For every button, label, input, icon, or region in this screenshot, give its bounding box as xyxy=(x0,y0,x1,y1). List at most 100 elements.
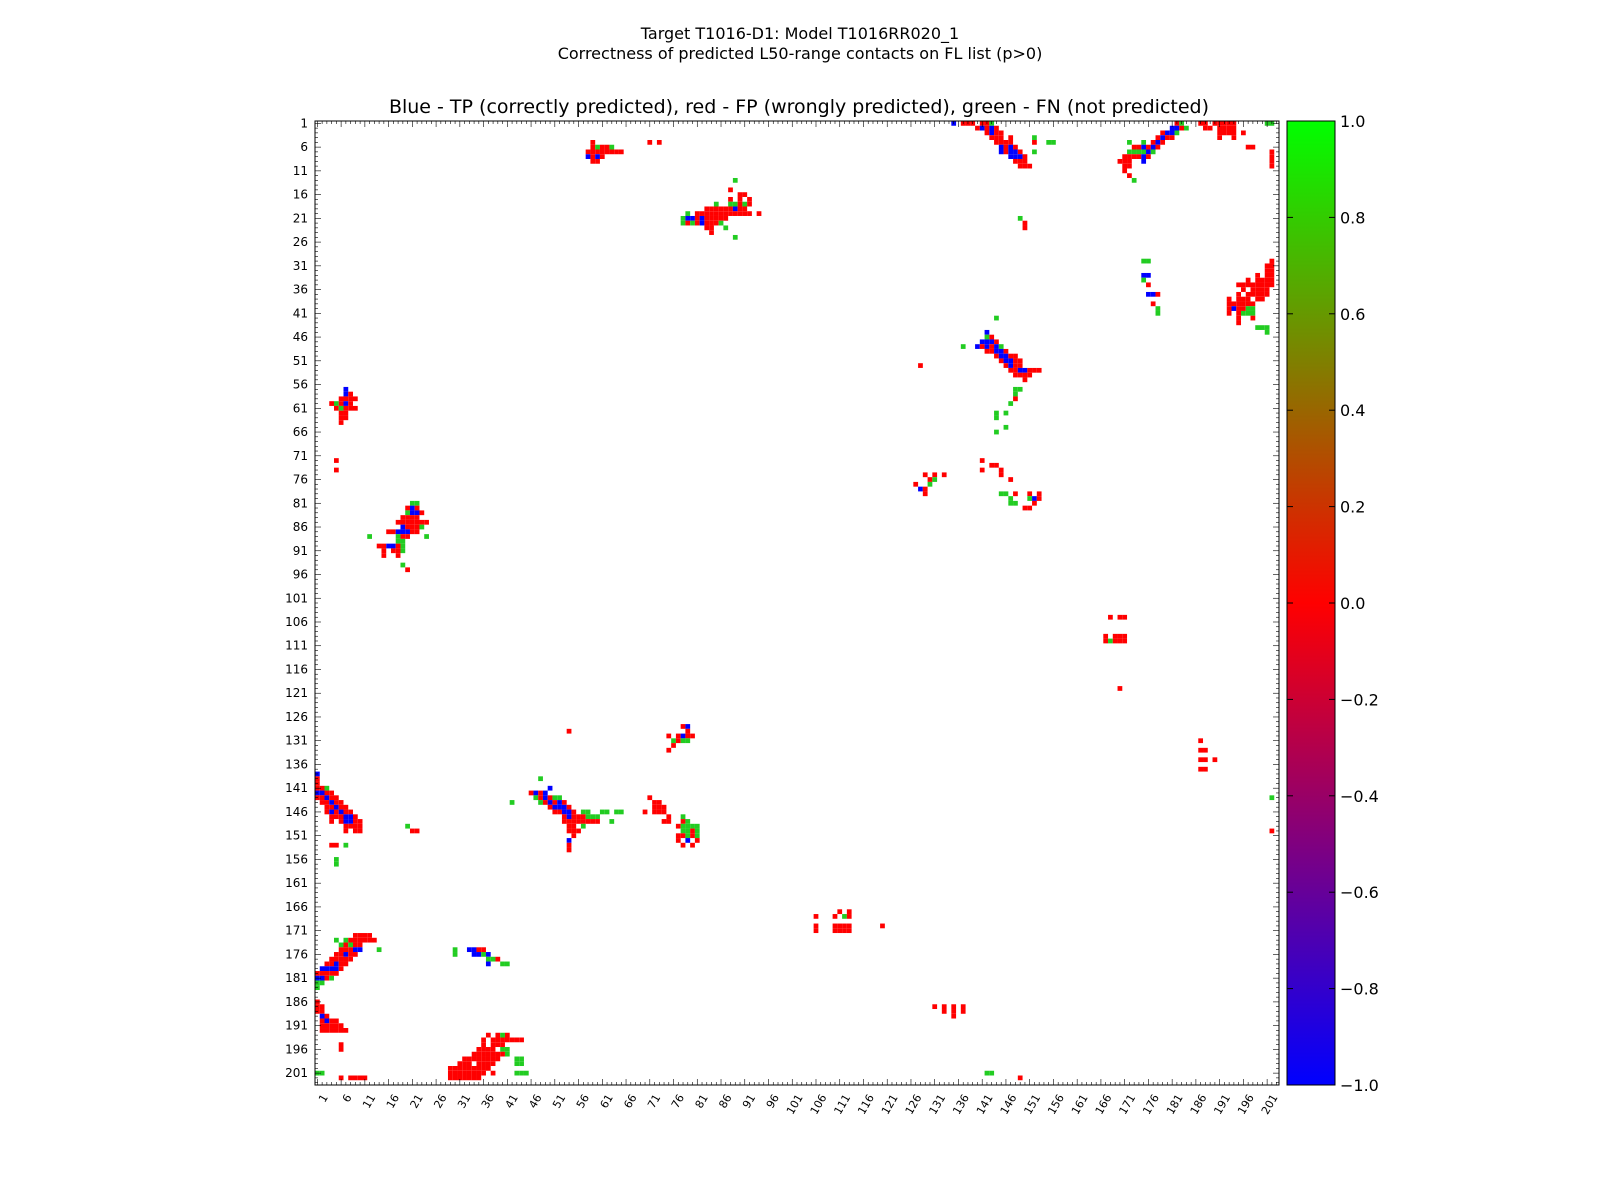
contact-cell-fp xyxy=(713,211,719,216)
contact-cell-fp xyxy=(1117,158,1123,164)
contact-cell-fn xyxy=(500,1047,505,1052)
contact-cell-fp xyxy=(1264,282,1270,288)
contact-cell-tp xyxy=(1169,125,1175,131)
contact-cell-fp xyxy=(457,1070,463,1076)
contact-cell-fp xyxy=(737,196,743,202)
contact-cell-fp xyxy=(319,1004,325,1010)
contact-cell-fp xyxy=(1008,367,1014,373)
contact-cell-fp xyxy=(1269,154,1275,159)
contact-cell-fn xyxy=(713,201,719,207)
contact-cell-fn xyxy=(395,538,401,544)
contact-cell-fp xyxy=(514,1037,520,1043)
contact-cell-fn xyxy=(533,795,539,801)
contact-cell-fp xyxy=(324,800,330,805)
contact-cell-fp xyxy=(1122,163,1128,169)
contact-cell-fp xyxy=(742,192,748,197)
contact-cell-fp xyxy=(571,809,577,815)
contact-cell-fp xyxy=(1226,310,1232,316)
contact-cell-fp xyxy=(642,809,648,815)
contact-cell-fp xyxy=(1008,135,1014,140)
contact-cell-tp xyxy=(1008,358,1014,364)
contact-cell-fp xyxy=(932,1004,938,1010)
contact-cell-tp xyxy=(319,975,325,981)
contact-cell-fp xyxy=(1146,144,1151,150)
contact-cell-fp xyxy=(732,211,738,216)
contact-cell-fp xyxy=(1231,130,1237,136)
contact-cell-fp xyxy=(742,211,748,216)
contact-cell-fp xyxy=(1241,130,1246,136)
contact-cell-fp xyxy=(319,785,325,791)
contact-cell-fn xyxy=(680,814,686,820)
contact-cell-fp xyxy=(656,809,662,815)
x-tick-label: 106 xyxy=(808,1092,830,1117)
contact-cell-fp xyxy=(452,1066,458,1071)
x-tick-label: 96 xyxy=(764,1092,782,1111)
contact-cell-fp xyxy=(1260,282,1265,288)
contact-cell-fp xyxy=(951,1009,957,1014)
y-tick-label: 141 xyxy=(285,781,308,795)
x-tick-label: 116 xyxy=(855,1092,877,1117)
contact-cell-fp xyxy=(329,1028,334,1033)
contact-cell-fp xyxy=(1027,372,1033,378)
contact-cell-tp xyxy=(1141,272,1147,278)
x-tick-label: 31 xyxy=(455,1092,473,1111)
contact-cell-fp xyxy=(571,833,577,839)
contact-cell-tp xyxy=(1174,125,1180,131)
contact-cell-fp xyxy=(319,1018,325,1024)
contact-cell-fp xyxy=(338,956,344,962)
contact-cell-fp xyxy=(685,733,691,739)
contact-cell-fp xyxy=(395,553,401,558)
contact-cell-fp xyxy=(566,804,572,810)
contact-cell-fp xyxy=(590,158,596,164)
contact-cell-fp xyxy=(352,828,358,834)
contact-cell-fp xyxy=(994,125,999,131)
contact-cell-fp xyxy=(329,401,334,406)
contact-cell-fp xyxy=(1036,491,1042,497)
contact-cell-fn xyxy=(694,823,700,829)
contact-cell-fp xyxy=(414,524,420,530)
contact-cell-tp xyxy=(476,952,482,957)
contact-cell-fp xyxy=(1245,296,1251,302)
contact-cell-fp xyxy=(471,1070,477,1076)
contact-cell-fp xyxy=(462,1056,467,1062)
contact-cell-fp xyxy=(1245,144,1251,150)
contact-cell-fn xyxy=(552,795,558,801)
x-tick-label: 6 xyxy=(340,1092,355,1105)
contact-cell-fn xyxy=(732,234,738,240)
contact-cell-fn xyxy=(319,980,325,986)
contact-cell-fp xyxy=(704,206,710,212)
contact-cell-fp xyxy=(405,519,410,525)
contact-cell-fp xyxy=(1226,125,1232,131)
contact-cell-tp xyxy=(918,486,923,492)
contact-cell-fn xyxy=(1245,310,1251,316)
contact-cell-fp xyxy=(338,800,344,805)
contact-cell-fp xyxy=(1127,163,1132,169)
contact-cell-fp xyxy=(709,206,714,212)
contact-cell-tp xyxy=(685,838,691,843)
contact-cell-fp xyxy=(1245,277,1251,283)
contact-cell-fp xyxy=(419,510,425,516)
contact-cell-fn xyxy=(1184,125,1189,131)
contact-cell-fn xyxy=(1250,310,1256,316)
contact-cell-fp xyxy=(334,1018,339,1024)
contact-cell-tp xyxy=(566,838,572,843)
contact-cell-fp xyxy=(561,814,567,820)
contact-cell-fp xyxy=(652,804,657,810)
contact-cell-fp xyxy=(1264,268,1270,273)
contact-cell-fp xyxy=(614,149,619,155)
contact-cell-fp xyxy=(490,1070,496,1076)
contact-cell-fn xyxy=(585,814,591,820)
contact-cell-fp xyxy=(1269,258,1275,264)
contact-cell-fp xyxy=(390,548,396,554)
contact-cell-fn xyxy=(338,942,344,948)
contact-cell-tp xyxy=(1146,291,1151,297)
contact-cell-fp xyxy=(462,1061,467,1067)
contact-cell-fp xyxy=(343,961,349,967)
contact-cell-fp xyxy=(476,1047,482,1052)
contact-cell-fp xyxy=(1179,125,1185,131)
contact-cell-tp xyxy=(324,1018,330,1024)
contact-cell-fn xyxy=(694,833,700,839)
contact-cell-fp xyxy=(590,154,596,159)
contact-cell-fn xyxy=(1245,306,1251,311)
